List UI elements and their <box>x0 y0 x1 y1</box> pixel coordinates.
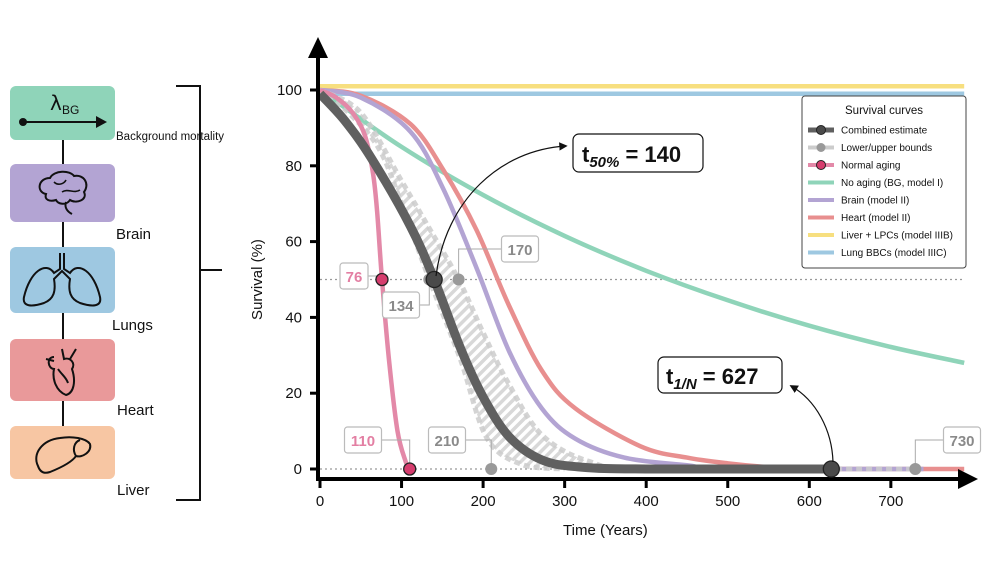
series-no-aging-bg-model-i <box>318 88 965 366</box>
legend: Survival curves Combined estimate Lower/up… <box>801 95 967 269</box>
y-tick-label: 60 <box>285 234 302 251</box>
legend-box <box>801 95 967 269</box>
t50-annotation: t50% = 140 <box>582 142 681 171</box>
legend-marker <box>816 125 826 135</box>
arrow-icon: λ BG <box>19 91 107 128</box>
label-liver: Liver <box>117 482 150 499</box>
label-background-mortality: Background mortality <box>116 131 225 143</box>
bounds-band <box>320 90 647 469</box>
x-tick-label: 600 <box>797 493 822 510</box>
lambda-symbol: λ <box>50 91 62 115</box>
legend-marker <box>816 143 826 152</box>
marker-leader-line <box>419 279 430 306</box>
brain-box <box>10 164 115 222</box>
liver-box <box>10 426 115 479</box>
legend-entry-lung-bbcs-model-iiic: Lung BBCs (model IIIC) <box>841 248 947 259</box>
x-tick-label: 300 <box>552 493 577 510</box>
series-lower-bound <box>318 87 565 472</box>
y-tick-label: 0 <box>294 461 302 478</box>
y-axis-arrow <box>308 37 328 58</box>
marker-normal-aging <box>403 462 417 476</box>
marker-leader-line <box>458 248 502 280</box>
marker-label: 134 <box>388 298 414 315</box>
legend-entry-normal-aging: Normal aging <box>841 161 900 172</box>
marker-lower-upper-bounds <box>452 273 465 286</box>
x-tick-label: 700 <box>878 493 903 510</box>
t50-annotation-box <box>572 133 704 173</box>
marker-label-box <box>343 426 383 454</box>
lambda-subscript: BG <box>62 103 79 117</box>
marker-label-box <box>339 262 369 290</box>
heart-icon <box>45 348 77 397</box>
legend-entry-brain-model-ii: Brain (model II) <box>841 196 909 207</box>
marker-label: 210 <box>434 433 459 450</box>
marker-leader-line <box>381 439 411 469</box>
marker-leader-line <box>465 439 492 469</box>
t1n-arrow <box>789 385 834 463</box>
legend-entry-combined-estimate: Combined estimate <box>841 126 928 137</box>
legend-entry-heart-model-ii: Heart (model II) <box>841 213 910 224</box>
lungs-box <box>10 247 115 313</box>
label-heart: Heart <box>117 402 154 419</box>
t1n-annotation: t1/N = 627 <box>666 364 758 393</box>
series-combined-estimate <box>316 90 832 474</box>
x-tick-label: 200 <box>471 493 496 510</box>
legend-entry-liver-lpcs-model-iiib: Liver + LPCs (model IIIB) <box>841 231 953 242</box>
y-tick-label: 80 <box>285 158 302 175</box>
y-axis-label: Survival (%) <box>249 239 266 320</box>
brain-icon <box>38 170 88 215</box>
marker-combined-estimate <box>822 460 840 478</box>
background-mortality-box: λ BG <box>10 86 115 140</box>
legend-entry-lower-upper-bounds: Lower/upper bounds <box>841 143 932 154</box>
marker-label: 76 <box>346 269 363 286</box>
lungs-icon <box>22 253 102 307</box>
marker-lower-upper-bounds <box>909 463 922 475</box>
marker-label-box <box>500 235 540 263</box>
marker-combined-estimate <box>425 270 443 289</box>
x-tick-label: 500 <box>715 493 740 510</box>
t1n-annotation-box <box>657 356 783 394</box>
y-tick-label: 100 <box>277 82 302 99</box>
marker-label-box <box>381 291 421 319</box>
marker-label-box <box>942 426 982 454</box>
x-axis-arrow <box>958 469 978 489</box>
x-tick-label: 0 <box>316 493 324 510</box>
x-axis-label: Time (Years) <box>563 522 648 539</box>
y-tick-label: 40 <box>285 309 302 326</box>
y-tick-label: 20 <box>285 385 302 402</box>
legend-marker <box>816 160 826 170</box>
label-brain: Brain <box>116 226 152 243</box>
x-tick-label: 100 <box>389 493 414 510</box>
liver-icon <box>35 436 92 474</box>
marker-label: 110 <box>351 433 375 450</box>
legend-title: Survival curves <box>845 105 923 117</box>
marker-normal-aging <box>375 272 389 287</box>
marker-label-box <box>427 426 467 454</box>
label-lungs: Lungs <box>112 317 153 334</box>
x-tick-label: 400 <box>634 493 659 510</box>
marker-label: 170 <box>507 242 532 259</box>
t50-arrow <box>435 142 568 277</box>
marker-label: 730 <box>949 433 974 450</box>
bracket <box>176 85 222 501</box>
marker-lower-upper-bounds <box>485 463 498 475</box>
heart-box <box>10 339 115 401</box>
legend-entry-no-aging-bg-model-i: No aging (BG, model I) <box>841 178 943 189</box>
